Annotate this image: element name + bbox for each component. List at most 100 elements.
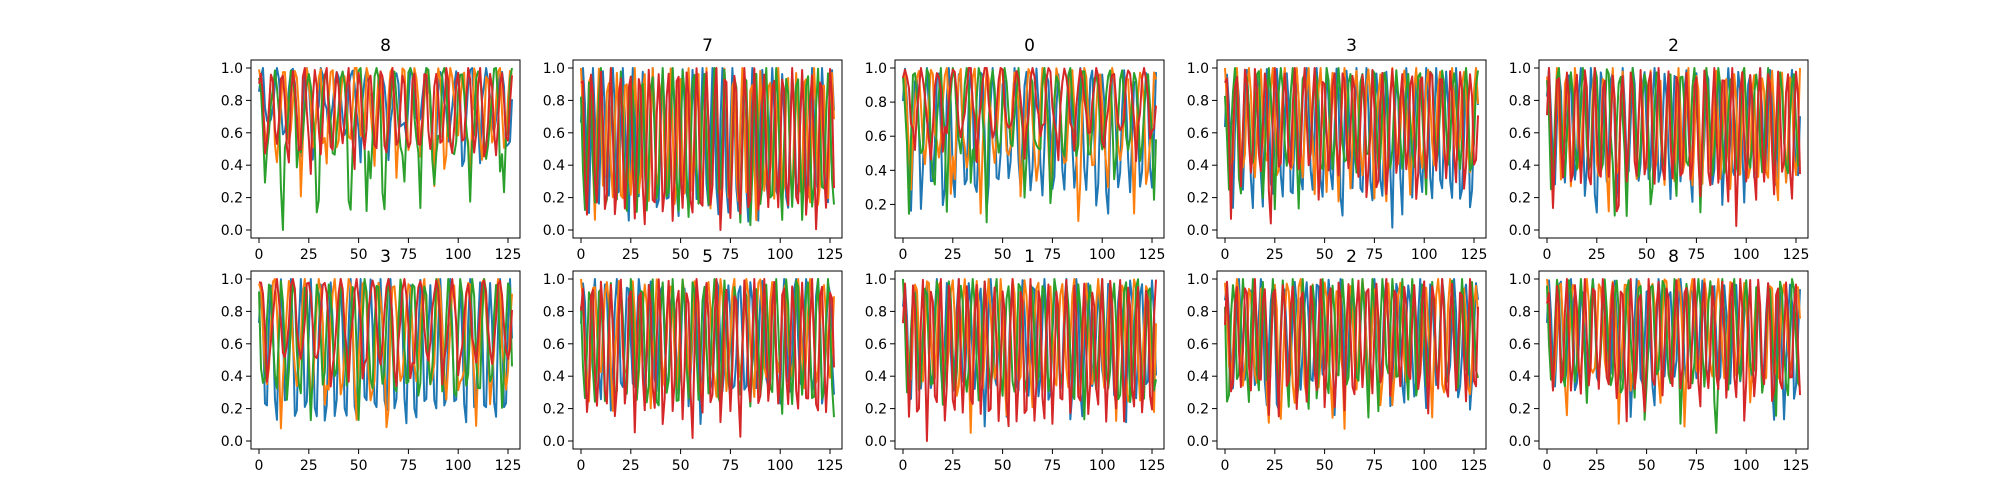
- y-tick-label: 0.8: [1187, 93, 1209, 109]
- y-tick-label: 0.4: [1509, 158, 1531, 174]
- y-tick-label: 0.0: [543, 434, 565, 450]
- y-tick-label: 0.4: [543, 369, 565, 385]
- x-tick-label: 125: [1139, 247, 1166, 263]
- subplot-8: 1 0 25 50 75 100 125 0.0 0.2 0.4 0.6 0.8 1.0: [865, 247, 1166, 474]
- y-tick-label: 0.8: [1509, 304, 1531, 320]
- series-line-4: [1546, 67, 1801, 227]
- series-group: [1546, 278, 1801, 434]
- y-tick-label: 0.6: [543, 337, 565, 353]
- x-tick-label: 50: [994, 458, 1012, 474]
- x-tick-label: 25: [622, 458, 640, 474]
- series-line-4: [902, 278, 1157, 442]
- x-tick-label: 50: [1316, 247, 1334, 263]
- x-tick-label: 100: [1411, 247, 1438, 263]
- y-tick-label: 0.2: [221, 402, 243, 418]
- y-tick-label: 0.6: [865, 129, 887, 145]
- x-tick-label: 100: [445, 458, 472, 474]
- y-tick-label: 0.8: [221, 93, 243, 109]
- x-tick-label: 75: [399, 458, 417, 474]
- x-tick-label: 25: [300, 247, 318, 263]
- y-tick-label: 0.8: [1187, 304, 1209, 320]
- series-group: [1224, 278, 1479, 430]
- subplot-3: 0 0 25 50 75 100 125 0.2 0.4 0.6 0.8 1.0: [865, 36, 1166, 263]
- series-line-4: [902, 67, 1157, 164]
- subplot-title: 8: [1668, 247, 1679, 267]
- series-group: [1224, 67, 1479, 229]
- y-tick-label: 0.4: [1187, 158, 1209, 174]
- series-line-4: [1224, 278, 1479, 418]
- x-tick-label: 100: [1733, 458, 1760, 474]
- x-tick-label: 125: [1783, 247, 1810, 263]
- series-group: [258, 67, 513, 231]
- y-tick-label: 0.6: [1509, 126, 1531, 142]
- y-tick-label: 0.4: [1509, 369, 1531, 385]
- series-group: [902, 67, 1157, 224]
- series-group: [258, 278, 513, 430]
- y-tick-label: 1.0: [221, 272, 243, 288]
- y-tick-label: 0.6: [543, 126, 565, 142]
- subplot-9: 2 0 25 50 75 100 125 0.0 0.2 0.4 0.6 0.8 1.0: [1187, 247, 1488, 474]
- x-tick-label: 75: [1043, 247, 1061, 263]
- x-tick-label: 50: [672, 247, 690, 263]
- x-tick-label: 50: [1638, 247, 1656, 263]
- x-tick-label: 100: [445, 247, 472, 263]
- series-line-4: [1224, 67, 1479, 225]
- axes-frame: [1538, 270, 1809, 450]
- x-tick-label: 0: [255, 247, 264, 263]
- subplot-title: 3: [1346, 36, 1357, 56]
- x-tick-label: 50: [350, 247, 368, 263]
- y-tick-label: 0.2: [1509, 191, 1531, 207]
- subplot-5: 2 0 25 50 75 100 125 0.0 0.2 0.4 0.6 0.8 1.0: [1509, 36, 1810, 263]
- x-tick-label: 0: [1543, 458, 1552, 474]
- series-line-3: [258, 278, 513, 422]
- x-tick-label: 75: [721, 458, 739, 474]
- y-tick-label: 0.0: [1187, 223, 1209, 239]
- x-tick-label: 100: [1733, 247, 1760, 263]
- y-tick-label: 0.8: [865, 95, 887, 111]
- x-tick-label: 100: [767, 458, 794, 474]
- y-tick-label: 1.0: [543, 272, 565, 288]
- x-tick-label: 100: [767, 247, 794, 263]
- y-tick-label: 0.4: [543, 158, 565, 174]
- x-tick-label: 25: [944, 247, 962, 263]
- y-tick-label: 0.4: [865, 369, 887, 385]
- y-tick-label: 0.2: [1187, 191, 1209, 207]
- y-tick-label: 1.0: [1187, 272, 1209, 288]
- axes-frame: [572, 270, 843, 450]
- y-tick-label: 0.6: [1187, 337, 1209, 353]
- x-tick-label: 50: [1638, 458, 1656, 474]
- x-tick-label: 125: [495, 458, 522, 474]
- x-tick-label: 25: [300, 458, 318, 474]
- y-tick-label: 1.0: [865, 61, 887, 77]
- x-tick-label: 100: [1411, 458, 1438, 474]
- subplot-2: 7 0 25 50 75 100 125 0.0 0.2 0.4 0.6 0.8 1.0: [543, 36, 844, 263]
- y-tick-label: 0.4: [1187, 369, 1209, 385]
- axes-frame: [572, 59, 843, 239]
- y-tick-label: 1.0: [1509, 272, 1531, 288]
- y-tick-label: 0.0: [865, 434, 887, 450]
- subplot-10: 8 0 25 50 75 100 125 0.0 0.2 0.4 0.6 0.8 1.0: [1509, 247, 1810, 474]
- axes-frame: [250, 270, 521, 450]
- x-tick-label: 125: [1783, 458, 1810, 474]
- y-tick-label: 0.4: [221, 369, 243, 385]
- subplot-title: 8: [380, 36, 391, 56]
- x-tick-label: 25: [944, 458, 962, 474]
- x-tick-label: 50: [350, 458, 368, 474]
- x-tick-label: 75: [721, 247, 739, 263]
- y-tick-label: 1.0: [1187, 61, 1209, 77]
- y-tick-label: 0.6: [865, 337, 887, 353]
- x-tick-label: 25: [1588, 247, 1606, 263]
- y-tick-label: 0.2: [865, 402, 887, 418]
- x-tick-label: 75: [1365, 247, 1383, 263]
- x-tick-label: 25: [1266, 458, 1284, 474]
- x-tick-label: 0: [1221, 458, 1230, 474]
- x-tick-label: 100: [1089, 458, 1116, 474]
- x-tick-label: 75: [1043, 458, 1061, 474]
- subplot-4: 3 0 25 50 75 100 125 0.0 0.2 0.4 0.6 0.8 1.0: [1187, 36, 1488, 263]
- series-line-3: [580, 67, 835, 227]
- x-tick-label: 100: [1089, 247, 1116, 263]
- y-tick-label: 0.2: [865, 197, 887, 213]
